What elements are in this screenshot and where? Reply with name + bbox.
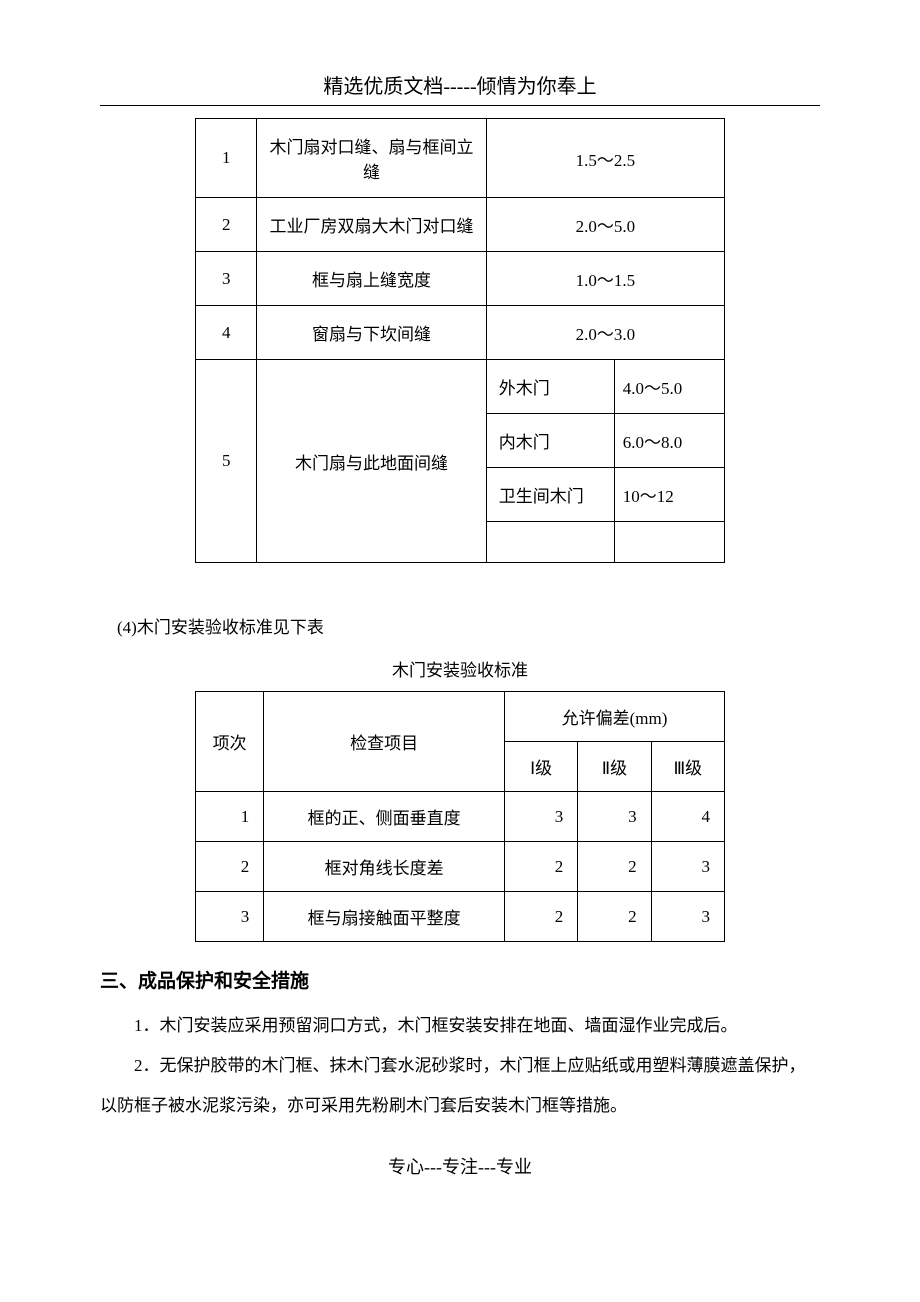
- table-row: 3 框与扇上缝宽度 1.0～1.5: [196, 252, 725, 306]
- table-row: 5 木门扇与此地面间缝 外木门 4.0～5.0: [196, 360, 725, 414]
- row-value: 1.5～2.5: [486, 119, 724, 198]
- table-header-row: 项次 检查项目 允许偏差(mm): [196, 692, 725, 742]
- row-g2: 2: [578, 842, 651, 892]
- table-row: 4 窗扇与下坎间缝 2.0～3.0: [196, 306, 725, 360]
- subrow-value: [614, 522, 724, 563]
- col-header-item: 检查项目: [264, 692, 505, 792]
- row-g2: 3: [578, 792, 651, 842]
- row-number: 3: [196, 252, 257, 306]
- table-row: 2 工业厂房双扇大木门对口缝 2.0～5.0: [196, 198, 725, 252]
- row-g2: 2: [578, 892, 651, 942]
- row-g3: 3: [651, 892, 724, 942]
- section-title: 三、成品保护和安全措施: [100, 966, 820, 993]
- subrow-value: 4.0～5.0: [614, 360, 724, 414]
- row-item: 木门扇对口缝、扇与框间立缝: [257, 119, 486, 198]
- col-header-num: 项次: [196, 692, 264, 792]
- col-header-grade2: Ⅱ级: [578, 742, 651, 792]
- row-number: 1: [196, 792, 264, 842]
- col-header-grade3: Ⅲ级: [651, 742, 724, 792]
- row-g3: 3: [651, 842, 724, 892]
- page-header: 精选优质文档-----倾情为你奉上: [100, 70, 820, 106]
- row-number: 3: [196, 892, 264, 942]
- col-header-allow: 允许偏差(mm): [504, 692, 724, 742]
- document-page: 精选优质文档-----倾情为你奉上 1 木门扇对口缝、扇与框间立缝 1.5～2.…: [0, 0, 920, 1219]
- paragraph: 1．木门安装应采用预留洞口方式，木门框安装安排在地面、墙面湿作业完成后。: [100, 1009, 820, 1043]
- row-item: 木门扇与此地面间缝: [257, 360, 486, 563]
- caption-intro: (4)木门安装验收标准见下表: [100, 613, 820, 638]
- table2-caption: 木门安装验收标准: [100, 656, 820, 681]
- row-value: 2.0～3.0: [486, 306, 724, 360]
- table-row: 1 木门扇对口缝、扇与框间立缝 1.5～2.5: [196, 119, 725, 198]
- row-number: 4: [196, 306, 257, 360]
- row-number: 1: [196, 119, 257, 198]
- row-value: 1.0～1.5: [486, 252, 724, 306]
- col-header-grade1: Ⅰ级: [504, 742, 577, 792]
- inspection-standard-table: 项次 检查项目 允许偏差(mm) Ⅰ级 Ⅱ级 Ⅲ级 1 框的正、侧面垂直度 3 …: [195, 691, 725, 942]
- paragraph: 以防框子被水泥浆污染，亦可采用先粉刷木门套后安装木门框等措施。: [100, 1089, 820, 1123]
- row-number: 2: [196, 198, 257, 252]
- paragraph: 2．无保护胶带的木门框、抹木门套水泥砂浆时，木门框上应贴纸或用塑料薄膜遮盖保护，: [100, 1049, 820, 1083]
- row-item: 框的正、侧面垂直度: [264, 792, 505, 842]
- row-number: 2: [196, 842, 264, 892]
- row-value: 2.0～5.0: [486, 198, 724, 252]
- table-row: 2 框对角线长度差 2 2 3: [196, 842, 725, 892]
- row-item: 框与扇接触面平整度: [264, 892, 505, 942]
- row-number: 5: [196, 360, 257, 563]
- row-g1: 3: [504, 792, 577, 842]
- row-g1: 2: [504, 842, 577, 892]
- table-row: 3 框与扇接触面平整度 2 2 3: [196, 892, 725, 942]
- subrow-value: 6.0～8.0: [614, 414, 724, 468]
- gap-limits-table: 1 木门扇对口缝、扇与框间立缝 1.5～2.5 2 工业厂房双扇大木门对口缝 2…: [195, 118, 725, 563]
- row-item: 窗扇与下坎间缝: [257, 306, 486, 360]
- subrow-label: 内木门: [486, 414, 614, 468]
- row-item: 框与扇上缝宽度: [257, 252, 486, 306]
- page-footer: 专心---专注---专业: [100, 1153, 820, 1179]
- row-g1: 2: [504, 892, 577, 942]
- subrow-label: 卫生间木门: [486, 468, 614, 522]
- subrow-label: 外木门: [486, 360, 614, 414]
- table-row: 1 框的正、侧面垂直度 3 3 4: [196, 792, 725, 842]
- row-g3: 4: [651, 792, 724, 842]
- row-item: 框对角线长度差: [264, 842, 505, 892]
- subrow-value: 10～12: [614, 468, 724, 522]
- row-item: 工业厂房双扇大木门对口缝: [257, 198, 486, 252]
- subrow-label: [486, 522, 614, 563]
